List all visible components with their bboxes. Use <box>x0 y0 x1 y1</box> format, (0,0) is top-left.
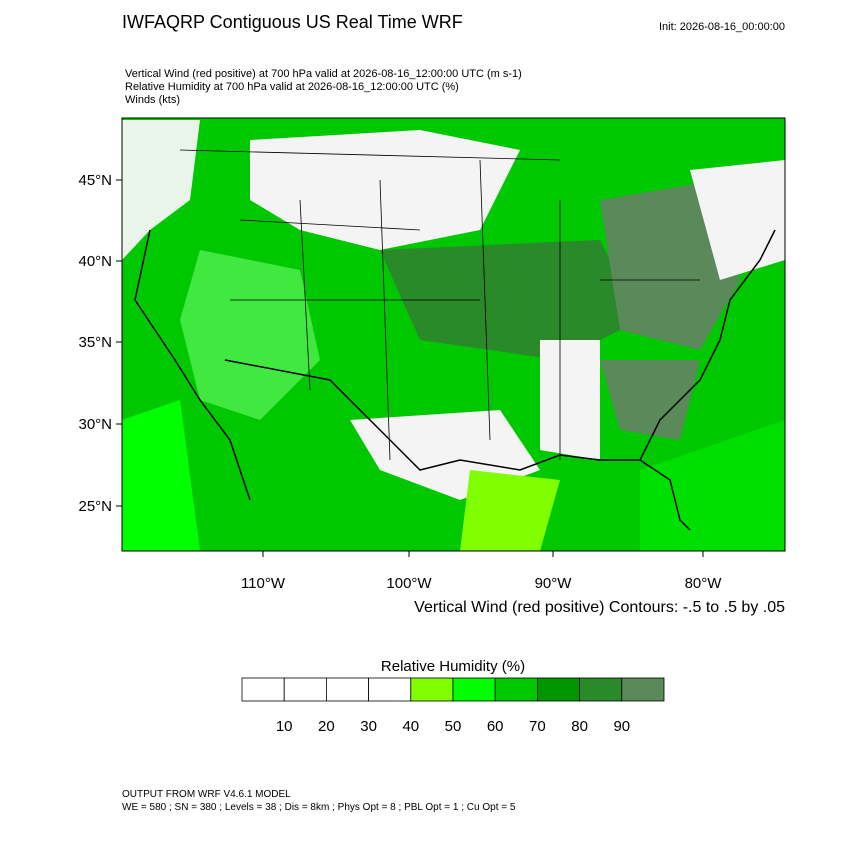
colorbar-label: 40 <box>402 718 419 735</box>
field-region <box>600 360 700 440</box>
lon-label: 80°W <box>685 575 723 592</box>
coastline <box>134 229 776 531</box>
state-borders <box>179 149 700 461</box>
colorbar-label: 80 <box>571 718 588 735</box>
lat-label: 35°N <box>78 334 112 351</box>
init-time: Init: 2026-08-16_00:00:00 <box>659 21 785 33</box>
map <box>121 117 786 552</box>
colorbar-box <box>452 677 496 702</box>
colorbar-box <box>241 677 285 702</box>
field-region <box>640 420 785 551</box>
colorbar-label: 90 <box>613 718 630 735</box>
field-region <box>180 250 320 420</box>
field-region <box>460 470 560 551</box>
lon-label: 90°W <box>535 575 573 592</box>
colorbar-box <box>283 677 327 702</box>
description: Relative Humidity at 700 hPa valid at 20… <box>125 81 459 93</box>
colorbar-label: 70 <box>529 718 546 735</box>
colorbar-label: 10 <box>276 718 293 735</box>
lat-label: 45°N <box>78 172 112 189</box>
colorbar-box <box>621 677 665 702</box>
field-region <box>690 160 785 280</box>
field-region <box>122 120 200 260</box>
field-region <box>380 240 640 360</box>
map-frame <box>121 117 786 552</box>
colorbar-title: Relative Humidity (%) <box>381 658 525 675</box>
colorbar-box <box>368 677 412 702</box>
colorbar-box <box>537 677 581 702</box>
field-region <box>540 340 600 460</box>
description: Vertical Wind (red positive) at 700 hPa … <box>125 68 522 80</box>
contour-note: Vertical Wind (red positive) Contours: -… <box>414 599 785 616</box>
lat-label: 25°N <box>78 498 112 515</box>
colorbar-box <box>494 677 538 702</box>
colorbar-box <box>579 677 623 702</box>
title: IWFAQRP Contiguous US Real Time WRF <box>122 12 463 32</box>
colorbar-label: 50 <box>445 718 462 735</box>
colorbar-label: 20 <box>318 718 335 735</box>
lat-label: 40°N <box>78 253 112 270</box>
lat-label: 30°N <box>78 416 112 433</box>
colorbar-label: 60 <box>487 718 504 735</box>
lon-label: 100°W <box>386 575 432 592</box>
footer: WE = 580 ; SN = 380 ; Levels = 38 ; Dis … <box>122 802 516 813</box>
description: Winds (kts) <box>125 94 180 106</box>
footer: OUTPUT FROM WRF V4.6.1 MODEL <box>122 789 291 800</box>
field-region <box>122 400 200 551</box>
lon-label: 110°W <box>241 575 286 592</box>
colorbar-label: 30 <box>360 718 377 735</box>
colorbar-box <box>325 677 369 702</box>
field-region <box>250 130 520 250</box>
colorbar-box <box>410 677 454 702</box>
